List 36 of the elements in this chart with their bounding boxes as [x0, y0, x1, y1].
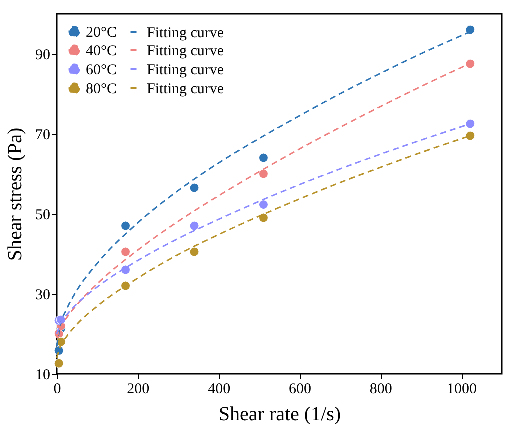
point — [190, 247, 200, 257]
x-tick-label: 600 — [288, 382, 312, 398]
y-tick-label: 70 — [36, 128, 50, 144]
point — [121, 265, 130, 275]
point — [466, 131, 476, 141]
point — [259, 169, 268, 179]
point — [121, 221, 130, 231]
point — [259, 153, 268, 163]
x-tick-label: 800 — [370, 382, 392, 398]
legend-label: 20°C — [86, 24, 118, 41]
legend-label: 60°C — [86, 62, 118, 78]
point — [190, 221, 200, 231]
legend-label: Fitting curve — [147, 44, 224, 60]
point — [466, 59, 476, 69]
legend-label: Fitting curve — [147, 62, 224, 78]
point — [259, 200, 268, 210]
point — [121, 247, 130, 257]
point — [54, 358, 64, 368]
point — [466, 119, 476, 129]
y-tick-label: 10 — [36, 368, 50, 384]
legend-label: 40°C — [86, 44, 118, 60]
point — [190, 183, 200, 193]
y-tick-label: 90 — [36, 48, 50, 64]
legend-label: Fitting curve — [147, 25, 224, 42]
legend-label: 80°C — [86, 82, 118, 98]
x-tick-label: 0 — [54, 382, 62, 398]
legend-label: Fitting curve — [147, 82, 224, 98]
x-axis-title: Shear rate (1/s) — [218, 404, 342, 426]
y-axis-title: Shear stress (Pa) — [4, 128, 26, 262]
x-tick-label: 400 — [208, 382, 231, 398]
point — [466, 25, 476, 35]
y-tick-label: 50 — [36, 208, 50, 224]
y-tick-label: 30 — [36, 288, 50, 304]
point — [259, 213, 268, 223]
x-tick-label: 200 — [127, 382, 150, 398]
x-tick-label: 1000 — [447, 382, 478, 398]
